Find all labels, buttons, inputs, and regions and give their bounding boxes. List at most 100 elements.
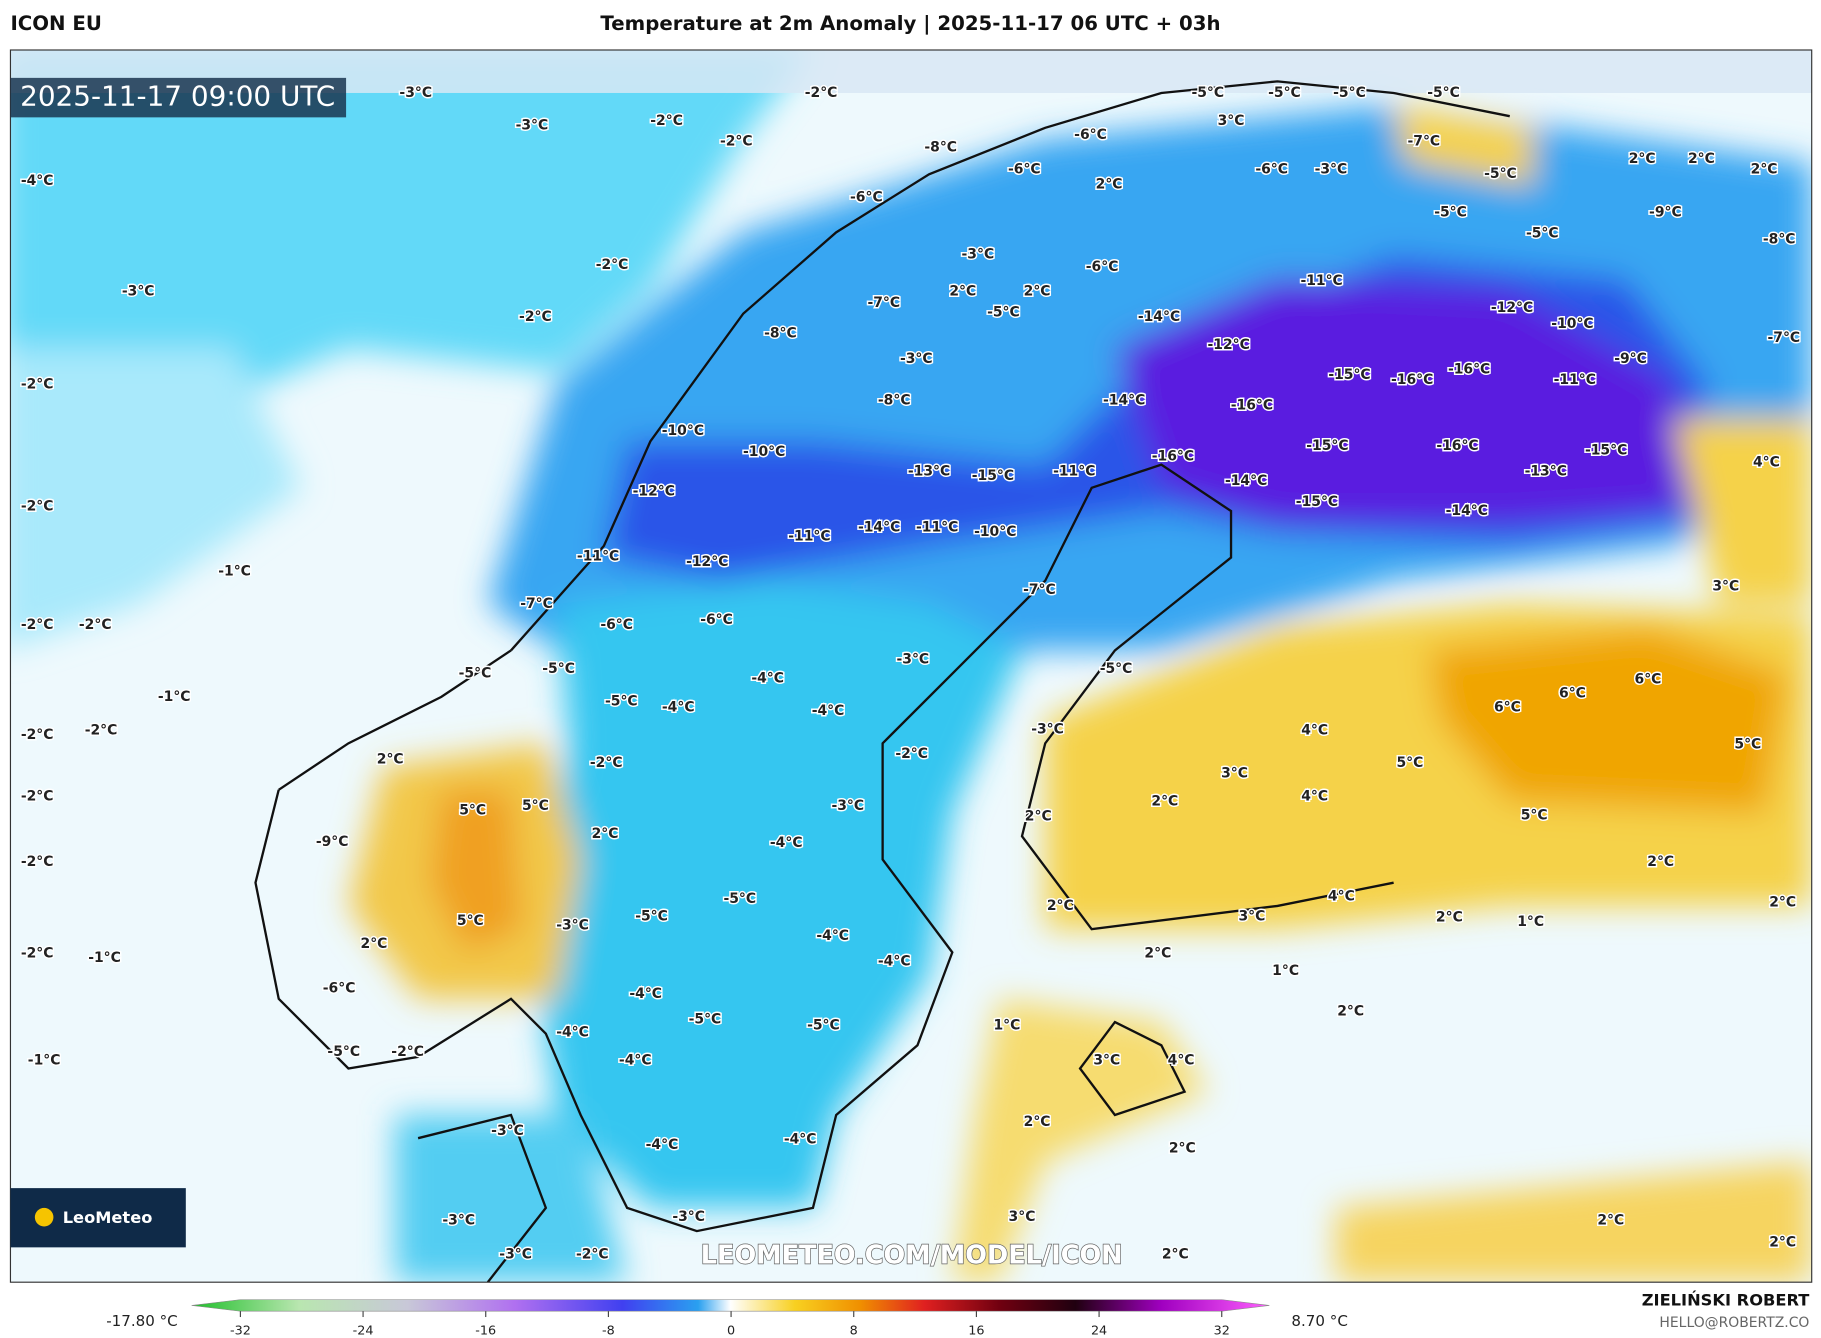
temperature-label: 2°C — [1162, 1246, 1189, 1262]
temperature-label: 4°C — [1328, 889, 1355, 905]
anomaly-field — [10, 49, 1812, 1283]
temperature-label: -5°C — [1100, 661, 1133, 677]
temperature-label: -12°C — [633, 483, 675, 499]
map — [10, 49, 1812, 1283]
temperature-label: -2°C — [85, 723, 118, 739]
temperature-label: -10°C — [662, 423, 704, 439]
temperature-label: -5°C — [689, 1012, 722, 1028]
temperature-label: -2°C — [650, 113, 683, 129]
temperature-label: -12°C — [1491, 300, 1533, 316]
temperature-label: -5°C — [327, 1044, 360, 1060]
temperature-label: -6°C — [323, 980, 356, 996]
temperature-label: -3°C — [672, 1209, 705, 1225]
temperature-label: -2°C — [720, 134, 753, 150]
temperature-label: -2°C — [21, 498, 54, 514]
temperature-label: 5°C — [1734, 736, 1761, 752]
temperature-label: 2°C — [377, 752, 404, 768]
model-name: ICON EU — [10, 12, 101, 35]
temperature-label: -2°C — [79, 617, 112, 633]
temperature-label: -2°C — [21, 789, 54, 805]
temperature-label: -10°C — [1551, 316, 1593, 332]
temperature-label: 5°C — [459, 803, 486, 819]
temperature-label: -11°C — [916, 519, 958, 535]
temperature-label: -14°C — [1138, 309, 1180, 325]
map-labels: -3°C -2°C -3°C -2°C -2°C -4°C -2°C -3°C -2°C -2°C… — [19, 84, 1801, 1264]
temperature-label: -16°C — [1448, 361, 1490, 377]
timestamp: 2025-11-17 09:00 UTC — [20, 80, 335, 113]
temperature-label: -6°C — [1255, 162, 1288, 178]
colorbar-tick-label: 8 — [850, 1323, 858, 1338]
temperature-label: -16°C — [1231, 397, 1273, 413]
temperature-label: -12°C — [1208, 337, 1250, 353]
coastline — [254, 80, 1510, 1283]
temperature-label: 2°C — [1024, 284, 1051, 300]
temperature-label: -6°C — [600, 617, 633, 633]
temperature-label: -3°C — [900, 351, 933, 367]
temperature-label: -5°C — [1191, 85, 1224, 101]
temperature-label: 6°C — [1494, 699, 1521, 715]
temperature-label: -14°C — [858, 519, 900, 535]
temperature-label: 2°C — [1169, 1141, 1196, 1157]
temperature-label: 2°C — [361, 936, 388, 952]
temperature-label: 6°C — [1635, 671, 1662, 687]
temperature-label: -8°C — [878, 393, 911, 409]
temperature-label: -5°C — [605, 694, 638, 710]
temperature-label: -4°C — [629, 986, 662, 1002]
temperature-label: 2°C — [1047, 898, 1074, 914]
temperature-label: -3°C — [831, 798, 864, 814]
temperature-label: -16°C — [1436, 438, 1478, 454]
colorbar-tick-label: -16 — [475, 1323, 496, 1338]
temperature-label: -9°C — [1614, 351, 1647, 367]
colorbar-max: 8.70 °C — [1291, 1312, 1347, 1330]
temperature-label: -2°C — [391, 1044, 424, 1060]
temperature-label: -9°C — [316, 834, 349, 850]
temperature-label: -3°C — [516, 117, 549, 133]
temperature-label: 4°C — [1301, 723, 1328, 739]
temperature-label: 2°C — [949, 284, 976, 300]
temperature-label: -11°C — [1554, 372, 1596, 388]
temperature-label: 3°C — [1009, 1209, 1036, 1225]
temperature-label: 2°C — [1436, 910, 1463, 926]
temperature-label: -4°C — [751, 670, 784, 686]
temperature-label: 5°C — [1521, 807, 1548, 823]
temperature-label: -3°C — [1315, 162, 1348, 178]
temperature-label: -2°C — [576, 1246, 609, 1262]
timestamp-box — [10, 77, 347, 118]
temperature-label: -10°C — [974, 524, 1016, 540]
colorbar: -32 -24 -16 -8 0 8 16 24 32 — [191, 1299, 1270, 1338]
temperature-label: -1°C — [218, 563, 251, 579]
temperature-label: -1°C — [158, 689, 191, 705]
temperature-label: -12°C — [686, 554, 728, 570]
temperature-label: -6°C — [1074, 127, 1107, 143]
temperature-label: -2°C — [21, 727, 54, 743]
colorbar-tick-label: 16 — [968, 1323, 984, 1338]
temperature-label: -8°C — [764, 325, 797, 341]
temperature-label: -4°C — [816, 928, 849, 944]
temperature-label: -15°C — [972, 468, 1014, 484]
temperature-label: -6°C — [1086, 259, 1119, 275]
temperature-label: 2°C — [1769, 894, 1796, 910]
temperature-label: 4°C — [1301, 789, 1328, 805]
temperature-label: -5°C — [459, 666, 492, 682]
temperature-label: 2°C — [1597, 1213, 1624, 1229]
temperature-label: -11°C — [577, 548, 619, 564]
temperature-label: 2°C — [1337, 1004, 1364, 1020]
author: ZIELIŃSKI ROBERT — [1642, 1290, 1810, 1309]
temperature-label: -2°C — [21, 376, 54, 392]
temperature-label: 3°C — [1218, 113, 1245, 129]
temperature-label: -5°C — [987, 304, 1020, 320]
temperature-label: -4°C — [619, 1052, 652, 1068]
temperature-label: -15°C — [1296, 494, 1338, 510]
temperature-label: -6°C — [850, 189, 883, 205]
temperature-label: -11°C — [1053, 464, 1095, 480]
temperature-label: -14°C — [1446, 503, 1488, 519]
temperature-label: -11°C — [788, 529, 830, 545]
temperature-label: -3°C — [442, 1213, 475, 1229]
temperature-label: -2°C — [21, 854, 54, 870]
temperature-label: -8°C — [924, 140, 957, 156]
temperature-label: 2°C — [1144, 946, 1171, 962]
temperature-label: -2°C — [21, 946, 54, 962]
temperature-label: -4°C — [556, 1025, 589, 1041]
